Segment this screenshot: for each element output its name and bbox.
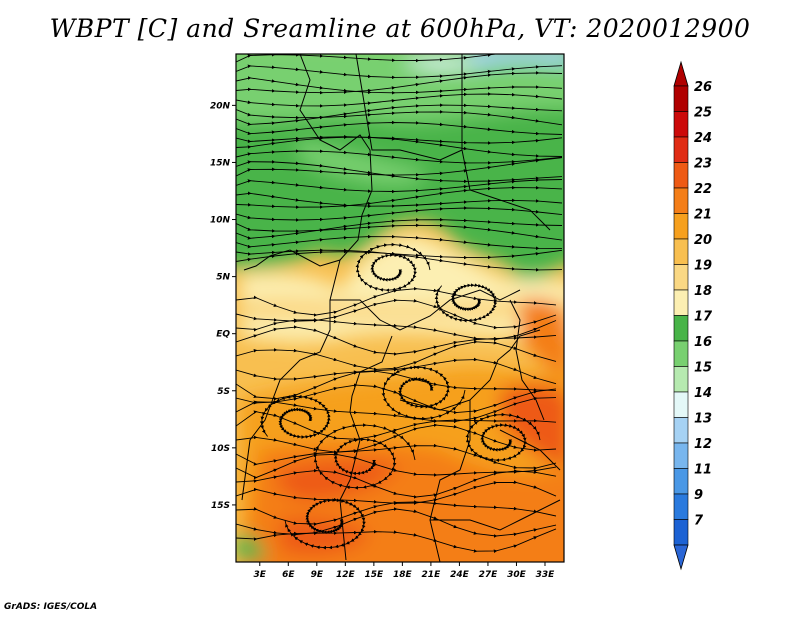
latitude-axis: 20N 15N 10N 5N EQ 5S 10S 15S bbox=[210, 101, 236, 511]
colorbar-swatch bbox=[673, 366, 689, 393]
streamline bbox=[236, 234, 563, 251]
colorbar-label: 19 bbox=[694, 259, 712, 274]
colorbar-swatch bbox=[673, 187, 689, 214]
streamline bbox=[236, 528, 557, 553]
lon-tick-label: 24E bbox=[450, 570, 470, 580]
colorbar-swatch bbox=[673, 238, 689, 265]
lon-tick-label: 21E bbox=[422, 570, 442, 580]
colorbar-label: 25 bbox=[694, 106, 712, 121]
streamline bbox=[236, 423, 557, 454]
colorbar-label: 22 bbox=[694, 182, 712, 197]
lon-tick-label: 30E bbox=[507, 570, 527, 580]
colorbar-swatch bbox=[673, 519, 689, 546]
colorbar-swatch bbox=[673, 289, 689, 316]
lat-tick-label: 10N bbox=[210, 216, 231, 226]
colorbar-swatch bbox=[673, 391, 689, 418]
lon-tick-label: 12E bbox=[336, 570, 356, 580]
streamline bbox=[236, 71, 563, 95]
lat-tick-label: 15N bbox=[210, 158, 231, 168]
colorbar-label: 9 bbox=[694, 488, 703, 503]
lon-tick-label: 6E bbox=[282, 570, 295, 580]
colorbar-swatch bbox=[673, 442, 689, 469]
colorbar-label: 16 bbox=[694, 335, 712, 350]
longitude-axis: 3E 6E 9E 12E 15E 18E 21E 24E 27E 30E 33E bbox=[254, 562, 556, 580]
colorbar-label: 7 bbox=[694, 514, 704, 529]
lat-tick-label: EQ bbox=[216, 330, 230, 340]
colorbar-swatch bbox=[673, 315, 689, 342]
colorbar-label: 26 bbox=[694, 80, 712, 95]
colorbar-label: 18 bbox=[694, 284, 712, 299]
colorbar-swatch bbox=[673, 340, 689, 367]
colorbar: 26 25 24 23 22 21 20 19 18 17 16 15 14 13 12 11 9 7 bbox=[673, 60, 713, 571]
colorbar-label: 23 bbox=[694, 157, 712, 172]
colorbar-label: 11 bbox=[694, 463, 712, 478]
streamlines bbox=[236, 54, 563, 553]
lat-tick-label: 20N bbox=[210, 101, 231, 111]
colorbar-swatch bbox=[673, 493, 689, 520]
colorbar-swatch bbox=[673, 213, 689, 240]
colorbar-label: 17 bbox=[694, 310, 713, 325]
plot-frame bbox=[235, 53, 565, 563]
streamline bbox=[236, 120, 563, 136]
colorbar-swatch bbox=[673, 162, 689, 189]
map-title: WBPT [C] and Sreamline at 600hPa, VT: 20… bbox=[49, 14, 751, 43]
country-borders bbox=[241, 54, 561, 562]
colorbar-swatch bbox=[673, 85, 689, 112]
colorbar-label: 20 bbox=[694, 233, 712, 248]
colorbar-swatch bbox=[673, 136, 689, 163]
wbpt-shading bbox=[236, 54, 564, 562]
colorbar-label: 15 bbox=[694, 361, 712, 376]
grads-credit: GrADS: IGES/COLA bbox=[4, 602, 98, 612]
lon-tick-label: 9E bbox=[311, 570, 324, 580]
colorbar-swatch bbox=[673, 468, 689, 495]
streamline bbox=[236, 157, 563, 177]
colorbar-swatch bbox=[673, 111, 689, 138]
colorbar-bottom-arrow bbox=[673, 544, 689, 571]
colorbar-swatch bbox=[673, 417, 689, 444]
lat-tick-label: 15S bbox=[211, 501, 230, 511]
colorbar-swatch bbox=[673, 264, 689, 291]
colorbar-label: 13 bbox=[694, 412, 712, 427]
streamline bbox=[236, 135, 563, 149]
lon-tick-label: 33E bbox=[536, 570, 556, 580]
colorbar-top-arrow bbox=[673, 60, 689, 87]
lat-tick-label: 5N bbox=[216, 273, 230, 283]
lat-tick-label: 10S bbox=[211, 444, 230, 454]
lon-tick-label: 15E bbox=[365, 570, 385, 580]
colorbar-label: 14 bbox=[694, 386, 712, 401]
lat-tick-label: 5S bbox=[217, 387, 230, 397]
streamline bbox=[236, 54, 540, 63]
lon-tick-label: 3E bbox=[254, 570, 267, 580]
lon-tick-label: 27E bbox=[479, 570, 499, 580]
colorbar-label: 12 bbox=[694, 437, 712, 452]
streamline bbox=[355, 242, 431, 293]
colorbar-label: 24 bbox=[694, 131, 712, 146]
lon-tick-label: 18E bbox=[393, 570, 413, 580]
colorbar-label: 21 bbox=[694, 208, 712, 223]
